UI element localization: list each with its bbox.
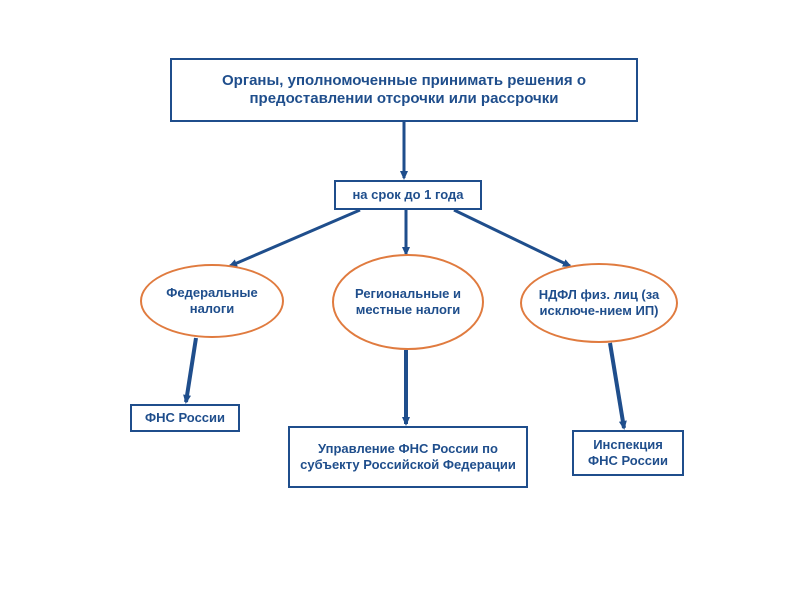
inspection-box: Инспекция ФНС России [572,430,684,476]
ufns-text: Управление ФНС России по субъекту Россий… [294,441,522,472]
connector-arrow [230,210,360,266]
inspection-text: Инспекция ФНС России [578,437,678,468]
federal-taxes-ellipse: Федеральные налоги [140,264,284,338]
regional-local-taxes-ellipse: Региональные и местные налоги [332,254,484,350]
ndfl-text: НДФЛ физ. лиц (за исключе-нием ИП) [533,287,664,318]
term-text: на срок до 1 года [340,187,476,203]
regional-local-taxes-text: Региональные и местные налоги [345,286,471,317]
connector-arrow [186,338,196,402]
connector-arrow [610,343,624,428]
term-box: на срок до 1 года [334,180,482,210]
ndfl-ellipse: НДФЛ физ. лиц (за исключе-нием ИП) [520,263,678,343]
federal-taxes-text: Федеральные налоги [153,285,272,316]
ufns-box: Управление ФНС России по субъекту Россий… [288,426,528,488]
fns-text: ФНС России [136,410,234,426]
title-box: Органы, уполномоченные принимать решения… [170,58,638,122]
connector-arrow [454,210,570,266]
fns-box: ФНС России [130,404,240,432]
title-text: Органы, уполномоченные принимать решения… [176,72,632,108]
